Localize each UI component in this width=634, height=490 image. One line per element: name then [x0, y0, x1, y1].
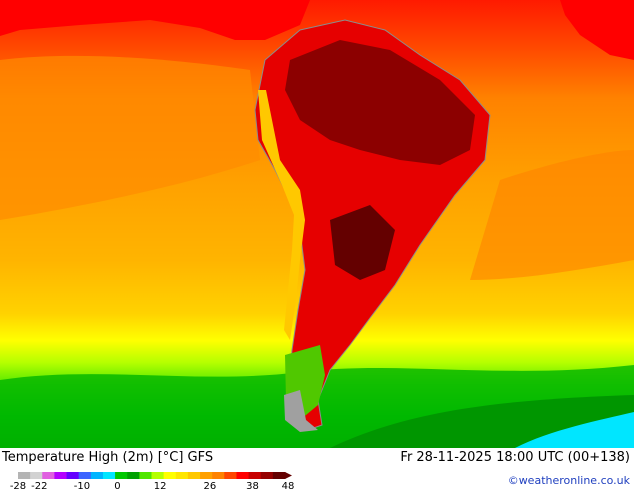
color-swatch: [260, 472, 274, 479]
color-swatch: [224, 472, 237, 479]
north-america-land: [0, 0, 310, 40]
footer-bar: Temperature High (2m) [°C] GFS Fr 28-11-…: [0, 448, 634, 490]
scale-tick-label: -22: [31, 481, 47, 490]
color-swatch: [163, 472, 177, 479]
color-swatch: [248, 472, 262, 479]
color-swatches: [18, 472, 292, 479]
patagonia-ice: [284, 390, 318, 432]
color-swatch: [200, 472, 213, 479]
color-swatch: [115, 472, 128, 479]
color-swatch: [139, 472, 152, 479]
scale-tick-label: 0: [114, 481, 120, 490]
scale-tick-label: -10: [74, 481, 90, 490]
west-warm-band: [0, 55, 260, 220]
scale-tick-label: 12: [154, 481, 167, 490]
color-swatch: [127, 472, 140, 479]
color-swatch: [187, 472, 201, 479]
color-swatch: [212, 472, 225, 479]
scale-tick-label: -28: [10, 481, 26, 490]
color-swatch: [175, 472, 189, 479]
cold-cyan-patch: [515, 412, 634, 448]
temperature-map: [0, 0, 634, 448]
valid-time: Fr 28-11-2025 18:00 UTC (00+138): [400, 450, 630, 465]
color-swatch: [102, 472, 116, 479]
color-swatch: [78, 472, 92, 479]
east-warm-band: [470, 150, 634, 280]
scale-tick-label: 48: [282, 481, 295, 490]
color-swatch: [42, 472, 55, 479]
color-swatch: [236, 472, 250, 479]
color-scale-legend: -28 -22 -10 0 12 26 38 48: [10, 472, 295, 490]
chaco-hot-zone: [330, 205, 395, 280]
scale-ticks: -28 -22 -10 0 12 26 38 48: [10, 481, 295, 490]
color-swatch: [54, 472, 68, 479]
map-title: Temperature High (2m) [°C] GFS: [2, 450, 214, 465]
color-swatch: [30, 472, 43, 479]
color-swatch: [151, 472, 165, 479]
scale-arrow: [285, 472, 292, 479]
scale-tick-label: 38: [246, 481, 259, 490]
credit-link[interactable]: ©weatheronline.co.uk: [507, 474, 630, 487]
andes-cool-strip: [258, 90, 305, 340]
color-swatch: [66, 472, 80, 479]
color-swatch: [272, 472, 286, 479]
amazon-hot-zone: [285, 40, 475, 165]
color-swatch: [90, 472, 104, 479]
scale-tick-label: 26: [203, 481, 216, 490]
africa-land: [560, 0, 634, 60]
color-swatch: [18, 472, 31, 479]
